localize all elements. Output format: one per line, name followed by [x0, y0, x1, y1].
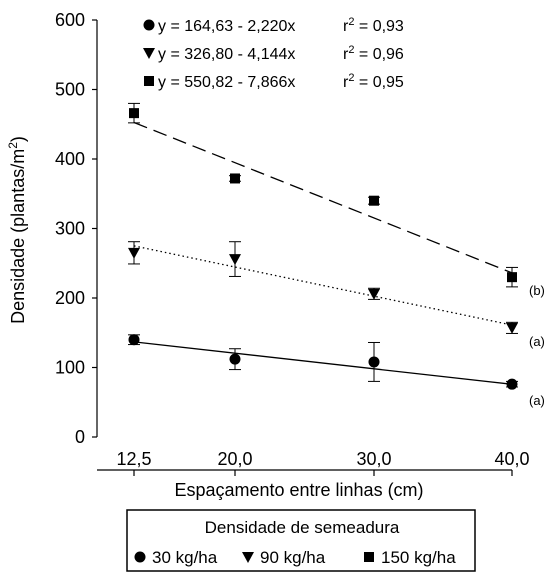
legend-item-label: 90 kg/ha	[260, 548, 326, 567]
y-tick-label: 500	[55, 80, 85, 100]
fit-line-0	[133, 341, 513, 385]
y-tick-label: 400	[55, 149, 85, 169]
y-tick-label: 600	[55, 10, 85, 30]
y-tick-label: 100	[55, 358, 85, 378]
data-points	[128, 108, 518, 390]
data-point	[368, 356, 380, 368]
equation-text: y = 326,80 - 4,144x	[158, 46, 295, 63]
equation-list: y = 164,63 - 2,220x r2 = 0,93 y = 326,80 -…	[143, 16, 404, 91]
data-point	[128, 334, 140, 346]
x-axis-title: Espaçamento entre linhas (cm)	[174, 480, 423, 500]
data-point	[229, 353, 241, 365]
legend-box	[126, 509, 476, 572]
r-squared-text: r2 = 0,96	[343, 44, 404, 63]
data-point	[506, 322, 518, 334]
data-point	[129, 108, 139, 119]
axes: 0 100 200 300 400 500 600 12,5 20,0 30,0 40,0	[55, 10, 530, 476]
data-point	[230, 173, 240, 184]
equation-marker	[143, 19, 155, 31]
legend-item-label: 150 kg/ha	[381, 548, 456, 567]
group-label: (a)	[529, 334, 545, 349]
legend-item-label: 30 kg/ha	[152, 548, 218, 567]
legend: Densidade de semeadura 30 kg/ha 90 kg/ha 15…	[126, 509, 476, 572]
equation-text: y = 550,82 - 7,866x	[158, 74, 295, 91]
legend-title: Densidade de semeadura	[205, 518, 400, 537]
data-point	[506, 378, 518, 390]
data-point	[507, 272, 517, 283]
group-label: (b)	[529, 283, 545, 298]
y-tick-label: 300	[55, 219, 85, 239]
x-tick-label: 30,0	[356, 449, 391, 469]
data-point	[368, 288, 380, 300]
y-tick-label: 200	[55, 288, 85, 308]
equation-text: y = 164,63 - 2,220x	[158, 18, 295, 35]
fit-lines	[133, 121, 513, 385]
r-squared-text: r2 = 0,93	[343, 16, 404, 35]
data-point	[128, 247, 140, 259]
data-point	[229, 254, 241, 266]
x-tick-label: 12,5	[116, 449, 151, 469]
group-labels: (a) (a) (b)	[529, 283, 545, 408]
r-squared-text: r2 = 0,95	[343, 72, 404, 91]
equation-marker	[143, 48, 155, 59]
legend-marker	[134, 551, 146, 563]
fit-line-1	[133, 245, 513, 326]
legend-marker	[364, 552, 374, 562]
x-tick-label: 40,0	[494, 449, 529, 469]
group-label: (a)	[529, 393, 545, 408]
data-point	[369, 195, 379, 206]
error-bars	[128, 102, 518, 388]
equation-marker	[144, 76, 154, 86]
fit-line-2	[133, 121, 513, 274]
legend-marker	[242, 552, 254, 563]
y-tick-label: 0	[75, 427, 85, 447]
x-tick-label: 20,0	[217, 449, 252, 469]
y-axis-title: Densidade (plantas/m2)	[6, 136, 28, 324]
